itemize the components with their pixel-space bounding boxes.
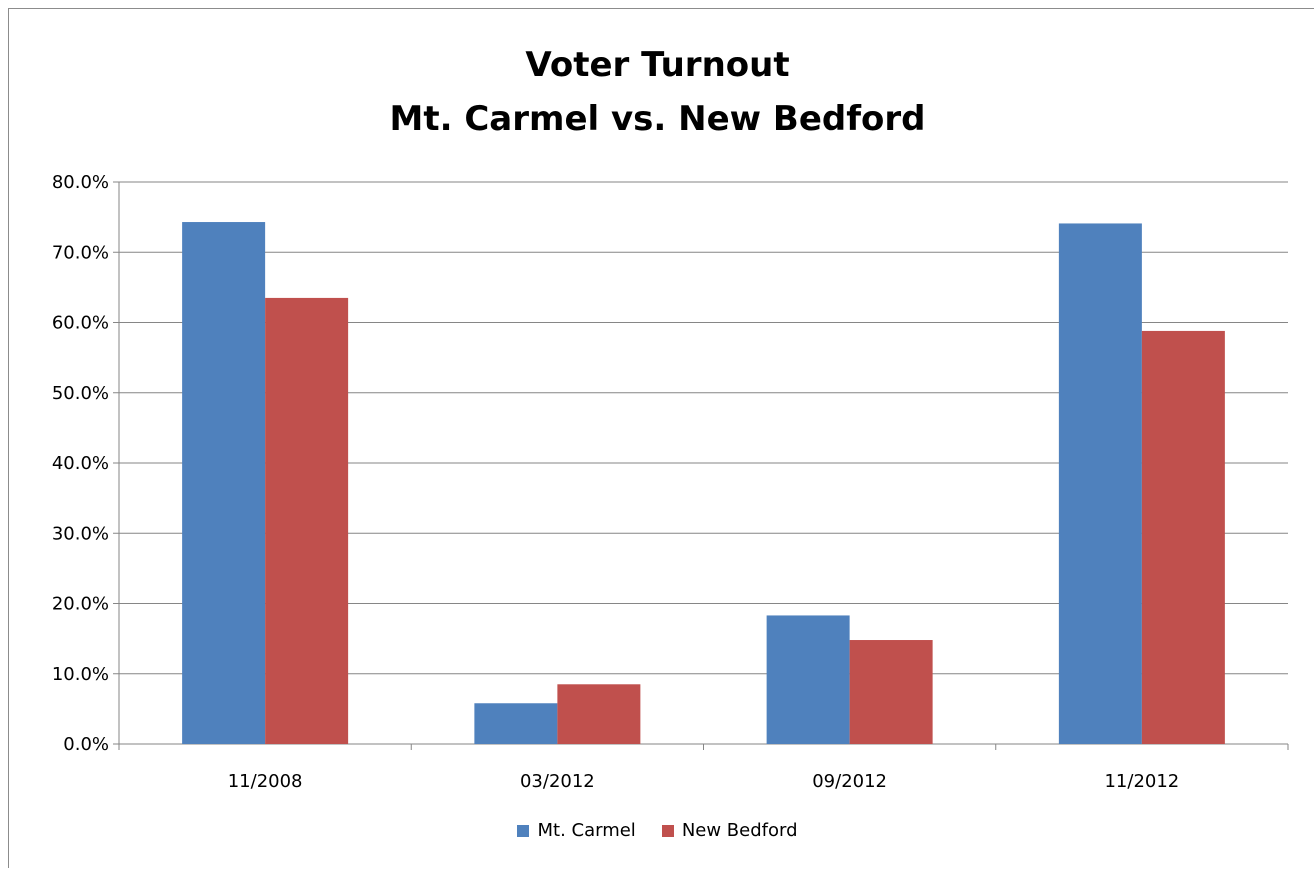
bar-new-bedford	[1141, 330, 1225, 744]
y-tick-label: 50.0%	[52, 383, 109, 404]
x-tick-label: 11/2012	[1104, 771, 1179, 792]
bar-new-bedford	[557, 684, 641, 744]
y-tick-label: 70.0%	[52, 242, 109, 263]
bar-mt-carmel	[1058, 223, 1142, 744]
y-tick-label: 60.0%	[52, 313, 109, 334]
bar-new-bedford	[849, 640, 933, 744]
legend-swatch-new-bedford	[661, 824, 674, 837]
y-tick-label: 10.0%	[52, 664, 109, 685]
chart-title-line-2: Mt. Carmel vs. New Bedford	[389, 99, 926, 139]
y-tick-label: 80.0%	[52, 172, 109, 193]
bar-mt-carmel	[766, 615, 850, 744]
x-tick-label: 03/2012	[520, 771, 595, 792]
legend-label-mt-carmel: Mt. Carmel	[537, 820, 636, 841]
bar-mt-carmel	[182, 222, 266, 745]
legend-swatch-mt-carmel	[517, 824, 530, 837]
y-tick-label: 0.0%	[63, 734, 109, 755]
legend-item-new-bedford: New Bedford	[661, 820, 798, 841]
x-tick-label: 11/2008	[228, 771, 303, 792]
chart-title-line-1: Voter Turnout	[525, 45, 790, 85]
legend: Mt. Carmel New Bedford	[0, 820, 1315, 841]
bar-mt-carmel	[474, 703, 558, 744]
y-tick-label: 20.0%	[52, 594, 109, 615]
y-tick-label: 40.0%	[52, 453, 109, 474]
chart-title: Voter Turnout Mt. Carmel vs. New Bedford	[0, 38, 1315, 146]
bar-new-bedford	[265, 297, 349, 744]
x-tick-label: 09/2012	[812, 771, 887, 792]
legend-item-mt-carmel: Mt. Carmel	[517, 820, 636, 841]
y-tick-label: 30.0%	[52, 523, 109, 544]
legend-label-new-bedford: New Bedford	[681, 820, 798, 841]
